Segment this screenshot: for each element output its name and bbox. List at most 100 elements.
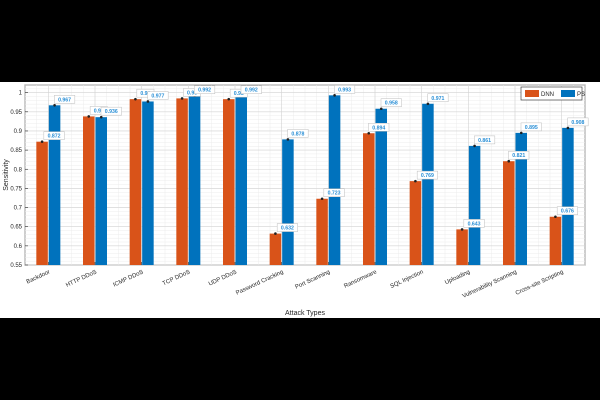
bar-dnn-uploading [456,229,468,265]
y-axis: 0.55 0.6 0.65 0.7 0.75 0.8 0.85 0.9 0.95 1 [10,91,28,269]
data-label-text: 0.895 [525,125,538,131]
markers [40,94,570,235]
data-label-dnn: 0.821 [508,150,530,160]
bar-dnn-ransomware [363,133,375,265]
marker-dnn [414,179,417,183]
sensitivity-bar-chart: 0.93 0.98 0.98 0.98 0.894 0.821 0.967 0.936 0.97… [3,84,589,317]
bar-ps-icmp-ddos [142,101,154,266]
data-label-box [240,85,262,94]
bar-ps-http-ddos [95,117,107,265]
data-label-box [100,106,122,116]
y-tick-label: 1 [19,91,23,97]
x-tick-label: UDP DDoS [208,269,238,287]
bar-ps-sql-injection [422,103,434,265]
data-label-ps: 0.936 [100,106,122,116]
x-axis-label: Attack Types [285,310,325,317]
bar-ps-ransomware [375,108,387,265]
marker-dnn [180,97,184,100]
data-label-box [334,85,356,94]
data-label-box [556,206,578,215]
data-labels: 0.93 0.98 0.98 0.98 0.894 0.821 0.967 0.936 0.97… [43,85,589,232]
data-label-text: 0.98 [187,90,197,96]
data-label-ps: 0.971 [427,93,449,103]
x-tick-label: Backdoor [26,269,52,285]
marker-ps [379,107,383,111]
data-label-box [194,85,216,94]
legend: DNN PS [520,86,585,101]
bar-ps-backdoor [48,105,61,265]
data-label-dnn: 0.894 [368,123,390,132]
bar-dnn-port-scanning [316,198,328,265]
y-tick-label: 0.85 [10,148,22,154]
legend-swatch-dnn [525,90,539,97]
bar-ps-vulnerability-scanning [515,132,527,265]
marker-dnn [460,228,464,231]
x-tick-label: HTTP DDoS [65,269,98,288]
marker-dnn [320,197,324,201]
data-label-text: 0.977 [151,93,164,99]
data-label-text: 0.98 [140,91,150,97]
y-tick-label: 0.8 [14,167,23,173]
data-label-ps: 0.908 [567,117,589,127]
data-label-text: 0.908 [571,120,584,126]
data-label-text: 0.958 [385,101,398,107]
x-tick-label: Uploading [444,269,471,286]
marker-ps [426,102,430,106]
data-label-text: 0.993 [338,87,351,93]
bar-dnn-tcp-ddos [176,98,188,265]
data-label-text: 0.872 [48,134,61,140]
marker-dnn [227,97,231,101]
y-tick-label: 0.6 [14,244,23,250]
data-label-box [416,170,438,180]
y-tick-label: 0.55 [10,263,22,269]
bar-dnn-vulnerability-scanning [503,161,515,265]
y-tick-label: 0.65 [10,225,22,231]
marker-ps [566,126,570,130]
bars [36,95,574,266]
x-tick-label: Ransomware [343,269,378,290]
data-label-box [380,98,402,107]
marker-ps [146,100,150,103]
data-label-box [427,93,449,103]
data-label-ps: 0.878 [287,129,309,138]
data-label-box [567,117,589,127]
bar-ps-port-scanning [328,95,341,265]
marker-ps [333,94,336,97]
x-tick-label: TCP DDoS [162,269,191,287]
bar-ps-uploading [468,145,481,265]
data-label-box [287,129,309,138]
data-label-box [54,95,76,104]
annotation-label: 0.769 [416,170,438,180]
x-tick-label: Port Scanning [294,269,331,290]
bar-dnn-http-ddos [83,116,95,265]
data-label-ps: 0.861 [474,135,496,145]
marker-ps [473,144,476,148]
marker-dnn [134,97,137,101]
data-label-text: 0.821 [512,153,525,159]
data-label-text: 0.769 [421,173,434,179]
data-label-box [463,219,485,228]
data-label-text: 0.992 [198,88,211,94]
legend-label-dnn: DNN [541,92,554,98]
bar-dnn-sql-injection [409,181,422,265]
marker-ps [286,138,290,141]
bar-ps-password-cracking [282,139,294,265]
bar-dnn-cross-site-scripting [549,216,562,265]
y-tick-label: 0.7 [14,206,23,212]
data-label-ps: 0.895 [520,122,542,132]
marker-ps [99,115,103,119]
data-label-box [323,188,345,197]
marker-dnn [507,159,511,163]
data-label-text: 0.643 [468,221,481,227]
marker-ps [53,103,56,107]
marker-dnn [554,215,557,219]
data-label-ps: 0.958 [380,98,402,107]
x-tick-label: ICMP DDoS [112,269,144,288]
marker-ps [519,131,523,135]
data-label-text: 0.98 [234,91,244,97]
x-axis: Backdoor HTTP DDoS ICMP DDoS TCP DDoS UDP DD… [26,262,565,300]
x-tick-label: Password Cracking [235,269,284,296]
data-label-box [147,91,169,100]
chart-panel: 0.93 0.98 0.98 0.98 0.894 0.821 0.967 0.936 0.97… [0,82,600,318]
